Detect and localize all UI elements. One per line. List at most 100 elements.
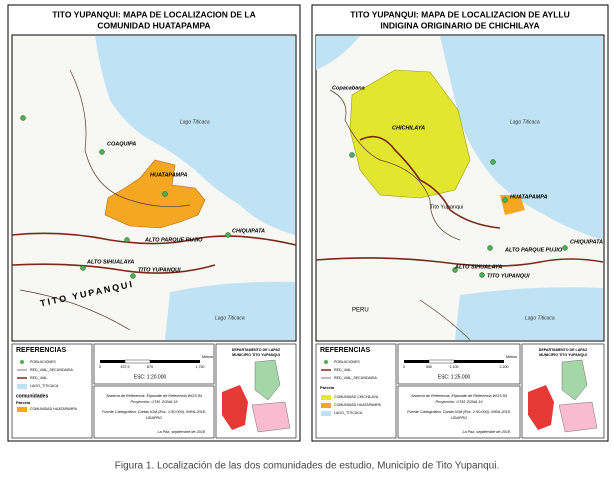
road xyxy=(69,69,191,207)
scale-tick: 875 xyxy=(147,365,153,369)
title: TITO YUPANQUI: MAPA DE LOCALIZACION DE L… xyxy=(52,9,256,19)
scale-tick: 0 xyxy=(99,365,101,369)
lake xyxy=(440,36,603,240)
label: PERU xyxy=(352,308,369,314)
legend-swatch xyxy=(321,403,331,408)
road xyxy=(11,263,216,274)
legend-swatch xyxy=(321,395,331,400)
label: HUATAPAMPA xyxy=(510,194,548,200)
legend-item: COMUNIDAD CHICHILAYA xyxy=(334,395,379,399)
info: Proyección: UTM, ZONA 19 xyxy=(131,400,179,404)
info: La Paz, septiembre de 2018 xyxy=(463,430,511,434)
info-box xyxy=(93,385,215,439)
info: Fuente Cartográfica: Cartas IGM (Esc. 1:… xyxy=(407,410,511,414)
scale-unit: Metros xyxy=(202,355,213,359)
road xyxy=(359,135,501,229)
info: UDAPRO xyxy=(451,416,467,420)
caption: Figura 1. Localización de las dos comuni… xyxy=(115,461,500,472)
scale-tick: 1,750 xyxy=(196,365,205,369)
label: ALTO SIHUALAYA xyxy=(86,259,134,265)
label: CHICHILAYA xyxy=(392,125,425,131)
inset-map xyxy=(222,385,248,430)
population-points xyxy=(349,152,568,278)
legend-item: RED_VIAL_SECUNDARIA xyxy=(30,368,74,372)
road xyxy=(19,289,131,331)
info: La Paz, septiembre de 2018 xyxy=(158,430,206,434)
scale-tick: 1.100 xyxy=(450,365,459,369)
inset-map xyxy=(558,401,598,433)
scale-bar xyxy=(404,360,429,363)
legend-swatch xyxy=(17,407,27,412)
label: CHIQUIPATA xyxy=(232,228,265,234)
legend-title: REFERENCIAS xyxy=(16,347,67,354)
right-map: TITO YUPANQUI: MAPA DE LOCALIZACION DE A… xyxy=(311,4,609,442)
label: COAQUIPA xyxy=(107,141,136,147)
label: Lago Titicaca xyxy=(525,315,555,321)
info: Sistema de Referencia: Elipsoide de Refe… xyxy=(411,394,507,398)
lake xyxy=(95,36,295,235)
legend-item: RED_VIAL xyxy=(334,368,351,372)
lake xyxy=(455,287,603,340)
inset-map xyxy=(561,359,588,401)
left-map: TITO YUPANQUI: MAPA DE LOCALIZACION DE L… xyxy=(7,4,301,442)
inset-map xyxy=(251,401,291,433)
label: Tito Yupanqui xyxy=(430,204,463,210)
label: TITO YUPANQUI xyxy=(138,267,181,273)
info: Sistema de Referencia: Elipsoide de Refe… xyxy=(106,394,202,398)
info: UDAPRO xyxy=(146,416,162,420)
inset-map xyxy=(254,359,281,401)
label: Copacabana xyxy=(332,85,365,91)
scale-ratio: ESC: 1:20.000 xyxy=(134,374,167,380)
label: TITO YUPANQUI xyxy=(487,273,530,279)
label: ALTO PARQUE RUJIO xyxy=(144,237,203,243)
scale-box xyxy=(93,343,215,385)
population-points xyxy=(20,115,231,279)
legend-group: Parcela xyxy=(16,400,31,405)
community-area xyxy=(104,159,206,229)
legend-item: COMUNIDAD HUATAPAMPA xyxy=(334,403,381,407)
scale-tick: 0 xyxy=(403,365,405,369)
title: COMUNIDAD HUATAPAMPA xyxy=(97,20,210,30)
label: Lago Titicaca xyxy=(215,315,245,321)
road xyxy=(315,257,604,267)
title: INDIGINA ORIGINARIO DE CHICHILAYA xyxy=(380,20,539,30)
legend xyxy=(11,343,93,439)
scale-tick: 2.200 xyxy=(500,365,509,369)
scale-box xyxy=(397,343,521,385)
scale-unit: Metros xyxy=(506,355,517,359)
community-area xyxy=(349,69,471,199)
legend-item: POBLACIONES xyxy=(30,360,56,364)
label: ALTO PARQUE PUJIO xyxy=(504,247,563,253)
inset-map xyxy=(528,385,554,430)
title: TITO YUPANQUI: MAPA DE LOCALIZACION DE A… xyxy=(350,9,569,19)
info-box xyxy=(397,385,521,439)
label: Lago Titicaca xyxy=(510,119,540,125)
label: Lago Titicaca xyxy=(180,119,210,125)
scale-tick: 437,5 xyxy=(121,365,130,369)
scale-bar xyxy=(100,360,125,363)
lake xyxy=(165,281,295,340)
info: Fuente Cartográfica: Cartas IGM (Esc. 1:… xyxy=(102,410,206,414)
scale-ratio: ESC: 1:25.000 xyxy=(438,374,471,380)
scale-bar xyxy=(124,359,151,364)
road xyxy=(11,232,297,246)
legend-item: RED_VIAL xyxy=(30,376,47,380)
label: ALTO SIHUALAYA xyxy=(454,264,502,270)
scale-bar xyxy=(454,360,504,363)
legend-item: LAGO_TITICACA xyxy=(334,411,363,415)
legend-swatch xyxy=(17,384,27,389)
scale-tick: 550 xyxy=(426,365,432,369)
legend-group: Parcela xyxy=(320,385,335,390)
department: DEPARTAMENTO DE LAPAZ xyxy=(232,348,281,352)
legend xyxy=(315,343,397,439)
legend-title: REFERENCIAS xyxy=(320,347,371,354)
legend-swatch xyxy=(20,360,24,364)
legend-item: COMUNIDAD HUATAPAMPA xyxy=(30,407,77,411)
info: Proyección: UTM, ZONA 19 xyxy=(436,400,484,404)
scale-bar xyxy=(150,360,200,363)
scale-bar xyxy=(428,359,455,364)
legend-group: comunidades xyxy=(16,393,48,399)
legend-item: POBLACIONES xyxy=(334,360,360,364)
label: HUATAPAMPA xyxy=(150,172,188,178)
